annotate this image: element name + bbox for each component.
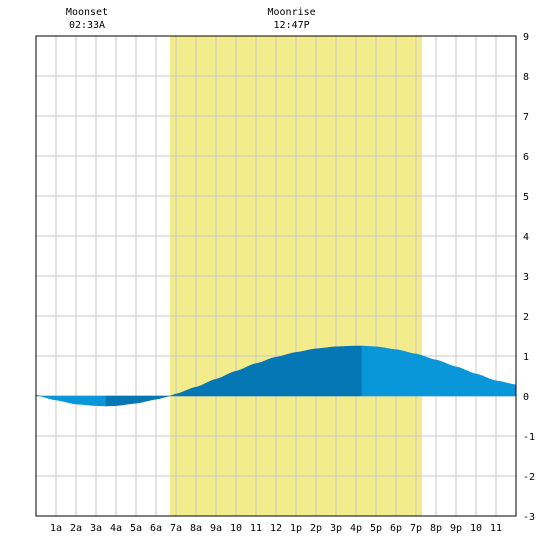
x-tick-label: 1a bbox=[50, 523, 62, 534]
horizontal-gridlines bbox=[36, 75, 516, 477]
moon-event-time: 12:47P bbox=[274, 20, 310, 31]
y-tick-label: 6 bbox=[523, 152, 529, 163]
y-tick-label: 1 bbox=[523, 352, 529, 363]
y-tick-label: 3 bbox=[523, 272, 529, 283]
x-tick-label: 12 bbox=[270, 523, 282, 534]
x-tick-label: 2a bbox=[70, 523, 82, 534]
tide-segment bbox=[361, 345, 517, 397]
y-tick-label: -3 bbox=[523, 512, 535, 523]
y-tick-label: -1 bbox=[523, 432, 535, 443]
x-tick-label: 11 bbox=[250, 523, 262, 534]
y-tick-label: 2 bbox=[523, 312, 529, 323]
y-tick-label: -2 bbox=[523, 472, 535, 483]
tide-segment bbox=[35, 394, 107, 407]
x-tick-label: 11 bbox=[490, 523, 502, 534]
x-tick-label: 10 bbox=[470, 523, 482, 534]
y-tick-label: 0 bbox=[523, 392, 529, 403]
y-tick-label: 8 bbox=[523, 72, 529, 83]
x-tick-label: 1p bbox=[290, 523, 302, 534]
x-tick-label: 7a bbox=[170, 523, 182, 534]
tide-segment bbox=[105, 395, 171, 407]
y-tick-label: 7 bbox=[523, 112, 529, 123]
moon-event-time: 02:33A bbox=[69, 20, 105, 31]
y-axis-tick-labels: -3 -2 -1 0 1 2 3 4 5 6 7 8 9 bbox=[523, 32, 535, 523]
x-tick-label: 4a bbox=[110, 523, 122, 534]
moon-event-labels: Moonset 02:33A Moonrise 12:47P bbox=[66, 7, 316, 31]
y-tick-label: 4 bbox=[523, 232, 529, 243]
x-tick-label: 5a bbox=[130, 523, 142, 534]
tide-segment bbox=[169, 345, 363, 397]
x-tick-label: 3a bbox=[90, 523, 102, 534]
x-tick-label: 8a bbox=[190, 523, 202, 534]
plot-border bbox=[35, 35, 517, 517]
x-tick-label: 6p bbox=[390, 523, 402, 534]
x-tick-label: 8p bbox=[430, 523, 442, 534]
moon-event-label: Moonrise bbox=[268, 7, 316, 18]
x-tick-label: 2p bbox=[310, 523, 322, 534]
x-tick-label: 6a bbox=[150, 523, 162, 534]
x-tick-label: 7p bbox=[410, 523, 422, 534]
tide-area bbox=[35, 345, 517, 407]
x-tick-label: 4p bbox=[350, 523, 362, 534]
x-tick-label: 10 bbox=[230, 523, 242, 534]
x-tick-label: 3p bbox=[330, 523, 342, 534]
x-axis-tick-labels: 1a 2a 3a 4a 5a 6a 7a 8a 9a 10 11 12 1p 2p 3p 4p 5p 6p 7p 8p… bbox=[50, 523, 502, 534]
x-tick-label: 9a bbox=[210, 523, 222, 534]
y-tick-label: 5 bbox=[523, 192, 529, 203]
y-tick-label: 9 bbox=[523, 32, 529, 43]
moon-event-label: Moonset bbox=[66, 7, 108, 18]
x-tick-label: 5p bbox=[370, 523, 382, 534]
x-tick-label: 9p bbox=[450, 523, 462, 534]
